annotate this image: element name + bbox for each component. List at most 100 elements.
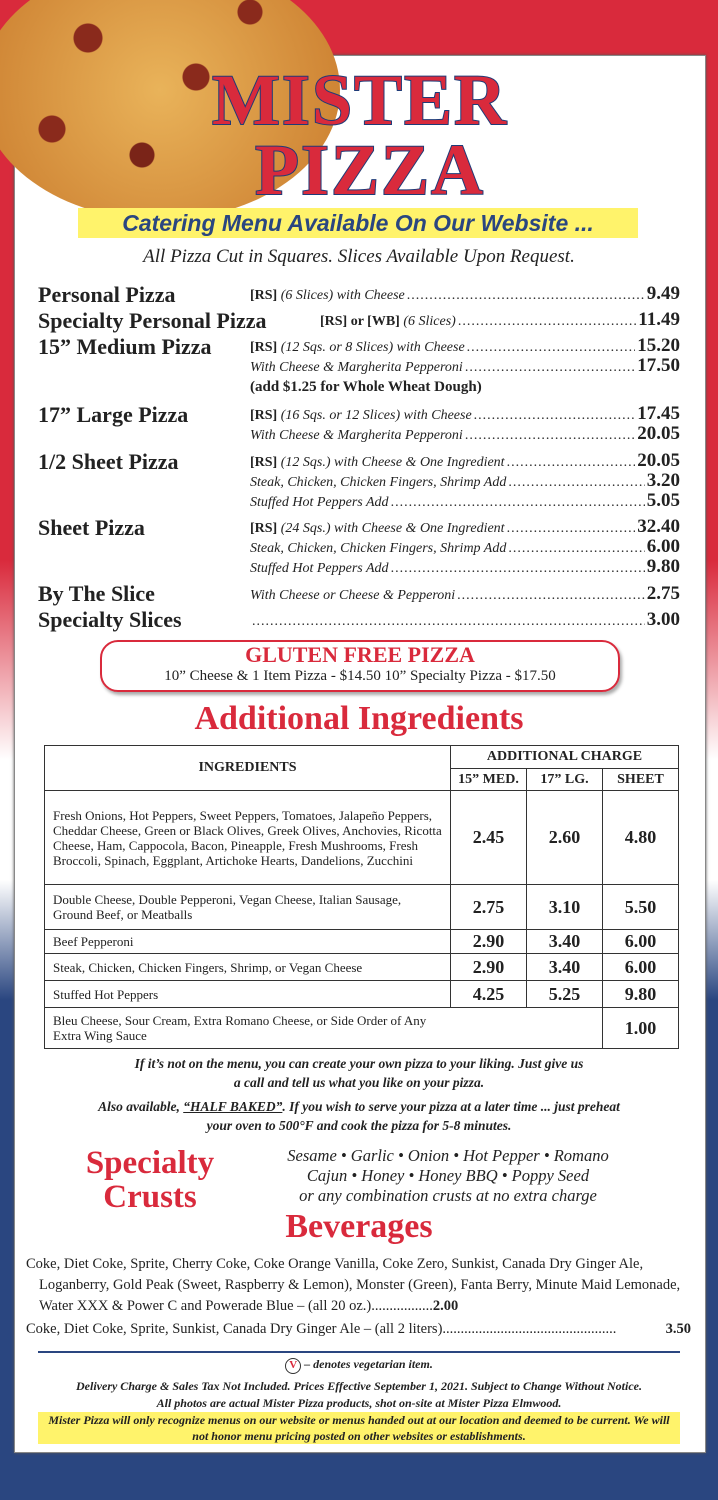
leader-dots <box>407 288 645 304</box>
half-baked-note: Also available, “HALF BAKED”. If you wis… <box>0 1097 718 1135</box>
leader-dots <box>465 360 635 376</box>
price: 9.49 <box>646 283 680 304</box>
delivery-note: Delivery Charge & Sales Tax Not Included… <box>76 1379 642 1393</box>
price-line: 3.00 <box>250 609 680 631</box>
leader-dots <box>508 475 644 491</box>
pizza-photo <box>0 0 340 220</box>
gluten-free-prices: 10” Cheese & 1 Item Pizza - $14.50 10” S… <box>164 668 556 684</box>
table-row: Double Cheese, Double Pepperoni, Vegan C… <box>44 884 679 930</box>
price-sheet: 6.00 <box>602 929 679 954</box>
desc-text: (24 Sqs.) with Cheese & One Ingredient <box>280 521 505 536</box>
gluten-free-box: GLUTEN FREE PIZZA 10” Cheese & 1 Item Pi… <box>100 640 620 692</box>
desc-text: (12 Sqs.) with Cheese & One Ingredient <box>280 455 505 470</box>
price: 2.75 <box>646 583 680 604</box>
price: 17.50 <box>637 355 680 376</box>
price-desc: With Cheese & Margherita Pepperoni <box>250 360 463 376</box>
price-lg: 5.25 <box>526 980 603 1008</box>
table-row: Bleu Cheese, Sour Cream, Extra Romano Ch… <box>44 1007 679 1049</box>
whole-wheat-note: (add $1.25 for Whole Wheat Dough) <box>250 379 482 395</box>
price-desc: Stuffed Hot Peppers Add <box>250 561 389 577</box>
price-sheet: 6.00 <box>602 953 679 981</box>
price-line: With Cheese & Margherita Pepperoni 17.50 <box>250 355 680 377</box>
pizza-name: 17” Large Pizza <box>38 402 189 427</box>
divider <box>38 1351 680 1353</box>
dough-code: [RS] <box>250 340 278 355</box>
desc-text: With Cheese or Cheese & Pepperoni <box>250 588 456 603</box>
crusts-title: Specialty Crusts <box>55 1146 245 1214</box>
leader-dots <box>507 455 636 471</box>
desc-text: (16 Sqs. or 12 Slices) with Cheese <box>280 408 472 423</box>
price-lg: 3.40 <box>526 929 603 954</box>
price: 5.05 <box>646 490 680 511</box>
leader-dots <box>391 561 645 577</box>
ingredient-list: Bleu Cheese, Sour Cream, Extra Romano Ch… <box>44 1007 603 1049</box>
beverage-item-20oz: Coke, Diet Coke, Sprite, Cherry Coke, Co… <box>26 1256 681 1314</box>
price-line: Stuffed Hot Peppers Add 9.80 <box>250 556 680 578</box>
price-desc: With Cheese & Margherita Pepperoni <box>250 428 463 444</box>
leader-dots <box>474 408 636 424</box>
desc-text: (6 Slices) <box>403 314 456 329</box>
photos-note: All photos are actual Mister Pizza produ… <box>156 1396 562 1410</box>
desc-text: (12 Sqs. or 8 Slices) with Cheese <box>280 340 465 355</box>
dough-code: [RS] <box>250 408 278 423</box>
price: 3.00 <box>646 609 680 630</box>
leader-dots <box>458 314 636 330</box>
ingredient-list: Fresh Onions, Hot Peppers, Sweet Peppers… <box>44 790 451 885</box>
price-sheet: 1.00 <box>602 1007 679 1049</box>
gluten-free-title: GLUTEN FREE PIZZA <box>245 642 475 667</box>
ingredient-list: Steak, Chicken, Chicken Fingers, Shrimp,… <box>44 953 451 981</box>
price-sheet: 5.50 <box>602 884 679 930</box>
price-lg: 3.10 <box>526 884 603 930</box>
crusts-line-2: Cajun • Honey • Honey BBQ • Poppy Seed <box>306 1166 590 1185</box>
price-desc: Steak, Chicken, Chicken Fingers, Shrimp … <box>250 475 506 491</box>
desc-text: (6 Slices) with Cheese <box>280 288 405 303</box>
cut-note: All Pizza Cut in Squares. Slices Availab… <box>143 246 575 267</box>
beverage-price: 3.50 <box>665 1321 691 1337</box>
leader-dots <box>467 340 636 356</box>
price-line: With Cheese or Cheese & Pepperoni 2.75 <box>250 583 680 605</box>
crusts-title-2: Crusts <box>103 1179 197 1215</box>
col-additional-charge: ADDITIONAL CHARGE <box>450 745 679 769</box>
desc-text: With Cheese & Margherita Pepperoni <box>250 360 463 375</box>
dough-code: [RS] <box>250 521 278 536</box>
half-baked-post: . If you wish to serve your pizza at a l… <box>206 1099 620 1133</box>
crusts-title-1: Specialty <box>85 1145 215 1181</box>
desc-text: Stuffed Hot Peppers Add <box>250 495 389 510</box>
price-desc: [RS] (24 Sqs.) with Cheese & One Ingredi… <box>250 521 505 537</box>
price-desc: [RS] (16 Sqs. or 12 Slices) with Cheese <box>250 408 472 424</box>
price-line: Steak, Chicken, Chicken Fingers, Shrimp … <box>250 470 680 492</box>
desc-text: Stuffed Hot Peppers Add <box>250 561 389 576</box>
half-baked-pre: Also available, <box>98 1099 184 1114</box>
price: 3.20 <box>646 470 680 491</box>
title-mister: MISTER <box>211 60 509 140</box>
price: 17.45 <box>637 403 680 424</box>
leader-dots <box>252 614 645 630</box>
price-desc: [RS] (12 Sqs. or 8 Slices) with Cheese <box>250 340 465 356</box>
price-med: 2.90 <box>450 953 527 981</box>
leader-dots <box>465 428 635 444</box>
beverage-desc: Coke, Diet Coke, Sprite, Cherry Coke, Co… <box>26 1256 681 1314</box>
vegetarian-icon: V <box>285 1358 302 1374</box>
col-ingredients: INGREDIENTS <box>44 745 451 791</box>
price-line: [RS] (12 Sqs. or 8 Slices) with Cheese 15… <box>250 335 680 357</box>
col-lg: 17” LG. <box>526 768 603 791</box>
price: 20.05 <box>637 423 680 444</box>
pizza-name: Specialty Personal Pizza <box>38 308 267 333</box>
desc-text: Steak, Chicken, Chicken Fingers, Shrimp … <box>250 475 507 490</box>
disclaimer: Mister Pizza will only recognize menus o… <box>38 1412 680 1444</box>
pizza-name: Personal Pizza <box>38 282 176 307</box>
price-line: [RS] (12 Sqs.) with Cheese & One Ingredi… <box>250 450 680 472</box>
price-line: With Cheese & Margherita Pepperoni 20.05 <box>250 423 680 445</box>
beverages-title: Beverages <box>285 1208 433 1245</box>
beverage-desc: Coke, Diet Coke, Sprite, Sunkist, Canada… <box>26 1321 443 1337</box>
pizza-name: Sheet Pizza <box>38 515 145 540</box>
pizza-name: 15” Medium Pizza <box>38 334 212 359</box>
price-med: 2.75 <box>450 884 527 930</box>
price-sheet: 4.80 <box>602 790 679 885</box>
own-pizza-note: If it’s not on the menu, you can create … <box>134 1056 584 1090</box>
price-line: Stuffed Hot Peppers Add 5.05 <box>250 490 680 512</box>
table-row: Steak, Chicken, Chicken Fingers, Shrimp,… <box>44 953 679 981</box>
price-med: 4.25 <box>450 980 527 1008</box>
price-med: 2.45 <box>450 790 527 885</box>
price-desc: [RS] (6 Slices) with Cheese <box>250 288 405 304</box>
